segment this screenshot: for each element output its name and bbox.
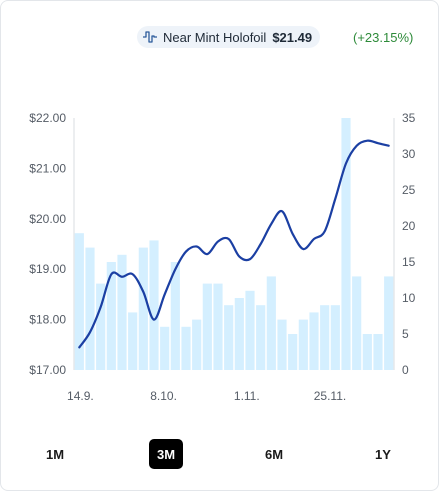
x-tick-label: 8.10. [150,389,177,403]
x-tick-label: 1.11. [234,389,260,403]
y-left-tick-label: $17.00 [29,363,66,377]
volume-bar-3 [106,262,116,370]
range-3m-button[interactable]: 3M [149,439,183,469]
y-right-tick-label: 20 [402,219,416,233]
volume-bar-22 [309,312,319,370]
volume-bar-2 [96,283,106,370]
price-change-percent: (+23.15%) [353,30,414,45]
volume-bar-28 [373,334,383,370]
y-right-tick-label: 0 [402,363,409,377]
y-right-tick-label: 35 [402,111,416,125]
y-left-tick-label: $19.00 [29,262,66,276]
x-tick-label: 14.9. [67,389,94,403]
volume-bar-12 [202,283,212,370]
volume-bar-20 [288,334,298,370]
price-volume-chart: $17.00 $18.00 $19.00 $20.00 $21.00 $22.00 0 5 10… [29,111,416,403]
condition-label: Near Mint Holofoil [163,29,267,45]
range-6m-button[interactable]: 6M [256,439,292,469]
range-1m-button[interactable]: 1M [37,439,73,469]
price-line [78,139,390,349]
volume-bar-5 [128,312,138,370]
volume-bar-8 [160,326,170,370]
y-left-tick-label: $20.00 [29,212,66,226]
volume-bar-15 [234,298,244,370]
y-left-tick-label: $21.00 [29,161,66,175]
y-right-tick-label: 30 [402,147,416,161]
volume-bar-27 [362,334,372,370]
volume-bar-19 [277,319,287,370]
y-right-tick-label: 5 [402,327,409,341]
volume-bar-23 [320,305,330,370]
y-right-tick-label: 25 [402,183,416,197]
current-price: $21.49 [272,29,313,45]
volume-bar-6 [138,247,148,370]
volume-bar-29 [384,276,394,370]
price-trend-icon [143,31,157,43]
y-left-tick-label: $18.00 [29,313,66,327]
volume-bar-4 [117,254,127,370]
volume-bar-24 [330,305,340,370]
condition-price-pill: Near Mint Holofoil $21.49 [137,26,321,48]
volume-bar-10 [181,326,191,370]
y-left-tick-label: $22.00 [29,111,66,125]
volume-bar-16 [245,290,255,370]
volume-bar-14 [224,305,234,370]
volume-bar-26 [352,276,362,370]
volume-bar-13 [213,283,223,370]
volume-bar-9 [170,262,180,370]
range-1y-button[interactable]: 1Y [365,439,401,469]
volume-bar-7 [149,240,159,370]
volume-bar-21 [298,319,308,370]
volume-bar-1 [85,247,95,370]
y-right-tick-label: 10 [402,291,416,305]
volume-bar-17 [256,305,266,370]
y-right-tick-label: 15 [402,255,416,269]
volume-bar-18 [266,276,276,370]
volume-bar-25 [341,118,351,370]
volume-bar-11 [192,319,202,370]
volume-bar-0 [74,233,84,370]
x-tick-label: 25.11. [314,389,346,403]
